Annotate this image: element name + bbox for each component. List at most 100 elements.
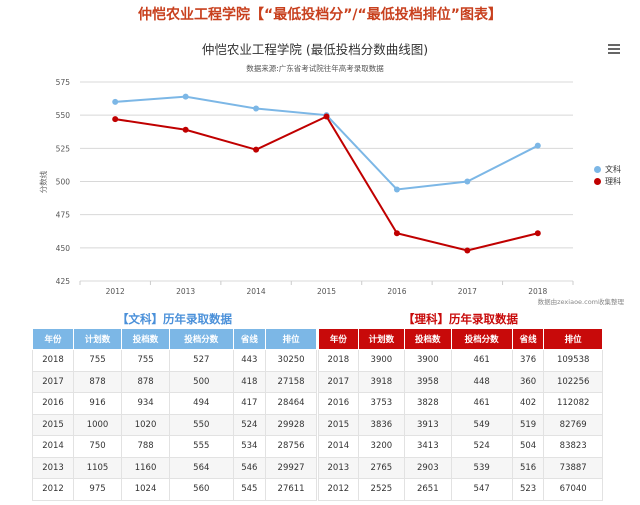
header-rank: 排位 — [265, 328, 317, 350]
table-cell: 402 — [511, 392, 545, 415]
table-cell: 3200 — [357, 435, 406, 458]
table-cell: 494 — [169, 392, 234, 415]
table-cell: 750 — [73, 435, 123, 458]
x-tick-label: 2018 — [528, 287, 547, 296]
table-cell: 560 — [169, 478, 234, 501]
table-cell: 3900 — [404, 349, 452, 372]
header-admitted: 投档数 — [121, 328, 171, 350]
series-1-point[interactable] — [393, 230, 400, 237]
table-cell: 83823 — [543, 435, 603, 458]
series-1-point[interactable] — [253, 146, 260, 153]
y-tick-label: 475 — [56, 211, 71, 220]
x-tick-label: 2017 — [458, 287, 477, 296]
chart-credit: 数据由zexiaoe.com收集整理 — [537, 298, 624, 306]
series-1-point[interactable] — [323, 113, 330, 120]
series-0-point[interactable] — [253, 105, 260, 112]
table-cell: 28756 — [265, 435, 317, 458]
series-1-point[interactable] — [182, 126, 189, 133]
series-1-point[interactable] — [464, 247, 471, 254]
table-cell: 67040 — [543, 478, 603, 501]
table-cell: 788 — [121, 435, 171, 458]
table-cell: 30250 — [265, 349, 317, 372]
table-cell: 2012 — [31, 478, 75, 501]
table-cell: 2016 — [31, 392, 75, 415]
series-0-point[interactable] — [393, 186, 400, 193]
table-cell: 461 — [450, 349, 513, 372]
series-0-point[interactable] — [112, 98, 119, 105]
table-cell: 2651 — [404, 478, 452, 501]
table-cell: 2017 — [31, 370, 75, 393]
legend-item-wenke[interactable]: 文科 — [594, 163, 621, 175]
series-line-0 — [115, 95, 539, 191]
y-axis-label: 分数线 — [38, 170, 48, 193]
table-cell: 916 — [73, 392, 123, 415]
header-plan: 计划数 — [357, 328, 406, 350]
table-cell: 28464 — [265, 392, 317, 415]
table-cell: 550 — [169, 413, 234, 436]
table-cell: 29928 — [265, 413, 317, 436]
table-cell: 1020 — [121, 413, 171, 436]
chart-menu-icon[interactable] — [608, 44, 620, 56]
like-table: 年份 计划数 投档数 投档分数 省线 排位 2018 3900 3900 461 376… — [318, 328, 603, 501]
table-cell: 102256 — [543, 370, 603, 393]
table-cell: 555 — [169, 435, 234, 458]
table-cell: 461 — [450, 392, 513, 415]
legend-item-like[interactable]: 理科 — [594, 175, 621, 187]
table-cell: 2018 — [31, 349, 75, 372]
table-cell: 755 — [73, 349, 123, 372]
series-0-point[interactable] — [182, 93, 189, 100]
table-row: 2017 3918 3958 448 360 102256 — [318, 370, 603, 393]
y-tick-label: 550 — [56, 111, 71, 120]
table-cell: 1024 — [121, 478, 171, 501]
table-cell: 448 — [450, 370, 513, 393]
score-line-chart: 仲恺农业工程学院 (最低投档分数曲线图) 数据来源:广东省考试院往年高考录取数据… — [0, 32, 640, 306]
table-cell: 3836 — [357, 413, 406, 436]
series-0-point[interactable] — [534, 142, 541, 149]
y-tick-label: 450 — [56, 244, 71, 253]
table-cell: 545 — [232, 478, 267, 501]
y-tick-label: 525 — [56, 144, 71, 153]
table-cell: 524 — [232, 413, 267, 436]
table-cell: 2015 — [318, 413, 359, 436]
table-cell: 534 — [232, 435, 267, 458]
table-row: 2014 3200 3413 524 504 83823 — [318, 435, 603, 458]
table-cell: 519 — [511, 413, 545, 436]
x-tick-label: 2015 — [317, 287, 336, 296]
table-row: 2014 750 788 555 534 28756 — [31, 435, 317, 458]
table-row: 2016 916 934 494 417 28464 — [31, 392, 317, 415]
table-cell: 547 — [450, 478, 513, 501]
legend-marker-wenke — [594, 165, 601, 173]
header-province-line: 省线 — [511, 328, 545, 350]
like-table-title: 【理科】历年录取数据 — [403, 312, 518, 326]
x-tick-label: 2016 — [387, 287, 406, 296]
table-row: 2016 3753 3828 461 402 112082 — [318, 392, 603, 415]
table-cell: 2525 — [357, 478, 406, 501]
table-cell: 360 — [511, 370, 545, 393]
header-admitted: 投档数 — [404, 328, 452, 350]
series-1-point[interactable] — [112, 116, 119, 123]
like-table-section: 【理科】历年录取数据 年份 计划数 投档数 投档分数 省线 排位 2018 390… — [318, 310, 603, 501]
header-score: 投档分数 — [450, 328, 513, 350]
table-cell: 27611 — [265, 478, 317, 501]
chart-legend: 文科 理科 — [594, 163, 621, 187]
series-1-point[interactable] — [534, 230, 541, 237]
table-cell: 3913 — [404, 413, 452, 436]
table-cell: 546 — [232, 456, 267, 479]
series-0-point[interactable] — [464, 178, 471, 185]
table-cell: 2015 — [31, 413, 75, 436]
table-cell: 2018 — [318, 349, 359, 372]
legend-marker-like — [594, 177, 601, 185]
table-cell: 3918 — [357, 370, 406, 393]
table-cell: 82769 — [543, 413, 603, 436]
x-tick-label: 2013 — [176, 287, 195, 296]
table-cell: 2765 — [357, 456, 406, 479]
table-cell: 1000 — [73, 413, 123, 436]
table-cell: 3900 — [357, 349, 406, 372]
like-header-row: 年份 计划数 投档数 投档分数 省线 排位 — [318, 328, 603, 350]
table-row: 2012 975 1024 560 545 27611 — [31, 478, 317, 501]
header-rank: 排位 — [543, 328, 603, 350]
table-cell: 975 — [73, 478, 123, 501]
table-cell: 418 — [232, 370, 267, 393]
chart-subtitle: 数据来源:广东省考试院往年高考录取数据 — [246, 63, 384, 73]
table-cell: 2012 — [318, 478, 359, 501]
